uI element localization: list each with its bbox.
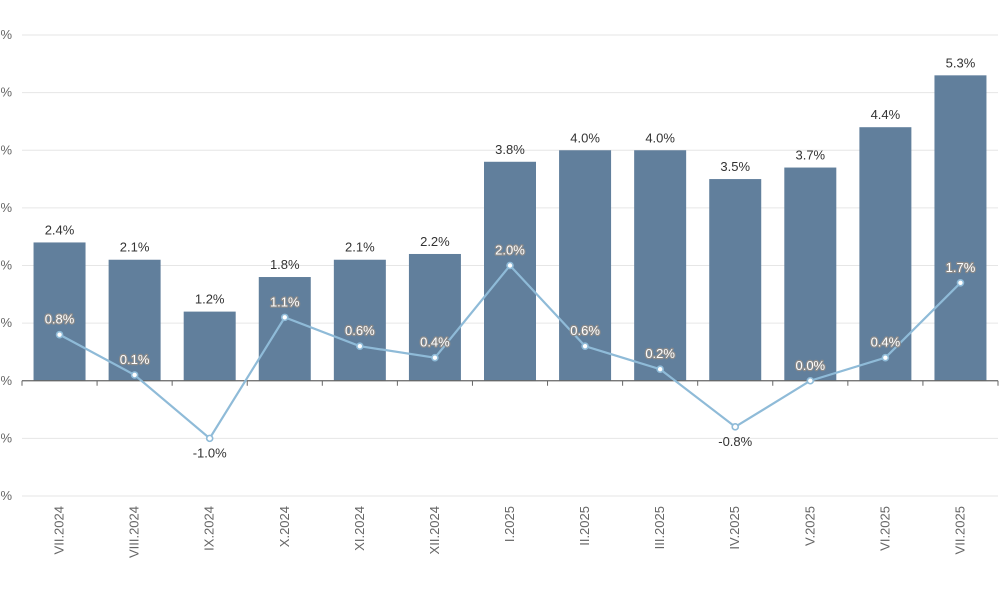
x-tick-label: VII.2025 [952, 506, 967, 554]
line-data-label: 1.7% [946, 260, 976, 275]
bar [859, 127, 912, 381]
line-data-label: 0.4% [420, 335, 450, 350]
line-point [356, 342, 364, 350]
bar-data-label: 4.0% [570, 130, 600, 145]
bar [333, 259, 386, 381]
bar-data-label: 3.8% [495, 142, 525, 157]
line-data-label: 0.1% [120, 352, 150, 367]
line-point [280, 313, 289, 322]
bar [258, 277, 311, 381]
line-point [205, 434, 214, 443]
line-data-label: 0.2% [645, 346, 675, 361]
bar-data-label: 1.8% [270, 257, 300, 272]
bar-data-label: 2.1% [345, 240, 375, 255]
y-tick-labels: %%%%%%%%% [0, 27, 12, 503]
bar [33, 242, 86, 381]
y-tick-label: % [0, 315, 12, 330]
bar-series: 2.4% 2.1% 1.2% 1.8% 2.1% 2.2% 3.8% 4.0% 4.0% 3.5%… [33, 55, 987, 381]
line-data-label: 0.6% [345, 323, 375, 338]
x-axis [21, 380, 999, 386]
bar-data-label: 3.5% [720, 159, 750, 174]
bar [484, 161, 536, 381]
x-tick-label: IV.2025 [727, 506, 742, 550]
x-tick-label: II.2025 [577, 506, 592, 546]
line-data-label: 0.8% [45, 312, 75, 327]
line-data-label: -0.8% [718, 434, 752, 449]
line-data-label: 1.1% [270, 294, 300, 309]
y-tick-label: % [0, 258, 12, 273]
line-series: 0.8% 0.1% -1.0% 1.1% 0.6% 0.4% 2.0% 0.6% 0.2% -0.… [44, 241, 977, 460]
line-point [130, 371, 139, 379]
line-point [656, 365, 664, 374]
line-point [581, 342, 589, 350]
bar-data-label: 2.1% [120, 240, 150, 255]
line-point [956, 278, 965, 287]
bar [709, 179, 762, 381]
line-point [55, 330, 64, 339]
x-tick-label: VIII.2024 [127, 506, 142, 558]
line-data-label: 0.4% [871, 335, 901, 350]
line-point [431, 353, 439, 362]
line-point [731, 423, 740, 431]
x-tick-label: XII.2024 [427, 506, 442, 554]
bar-data-label: 4.4% [871, 107, 901, 122]
line-point [806, 376, 815, 385]
bar [108, 259, 161, 381]
bar-data-label: 2.4% [45, 222, 75, 237]
y-tick-label: % [0, 488, 12, 503]
bar [559, 150, 612, 381]
line-data-label: -1.0% [193, 445, 227, 460]
x-tick-label: V.2025 [802, 506, 817, 546]
bar-data-label: 1.2% [195, 292, 225, 307]
x-tick-label: XI.2024 [352, 506, 367, 551]
y-tick-label: % [0, 430, 12, 445]
x-tick-label: VI.2025 [877, 506, 892, 551]
y-tick-label: % [0, 200, 12, 215]
bar-data-label: 2.2% [420, 234, 450, 249]
bar-data-label: 3.7% [795, 148, 825, 163]
line-data-label: 0.6% [570, 323, 600, 338]
x-tick-labels: VII.2024 VIII.2024 IX.2024 X.2024 XI.2024 XII… [52, 506, 968, 558]
bar [934, 75, 987, 381]
x-tick-label: I.2025 [502, 506, 517, 542]
y-tick-label: % [0, 27, 12, 42]
line-point [506, 261, 514, 270]
line-point [881, 353, 890, 362]
bar [784, 167, 837, 381]
y-tick-label: % [0, 142, 12, 157]
line-data-label: 0.0% [795, 358, 825, 373]
bar [408, 253, 461, 381]
y-tick-label: % [0, 85, 12, 100]
bar [634, 150, 687, 381]
bar [183, 311, 236, 381]
bar-data-label: 4.0% [645, 130, 675, 145]
x-tick-label: X.2024 [277, 506, 292, 547]
y-tick-label: % [0, 373, 12, 388]
x-tick-label: VII.2024 [52, 506, 67, 554]
x-tick-label: IX.2024 [202, 506, 217, 551]
line-data-label: 2.0% [495, 243, 525, 258]
bar-data-label: 5.3% [946, 55, 976, 70]
x-tick-label: III.2025 [652, 506, 667, 549]
